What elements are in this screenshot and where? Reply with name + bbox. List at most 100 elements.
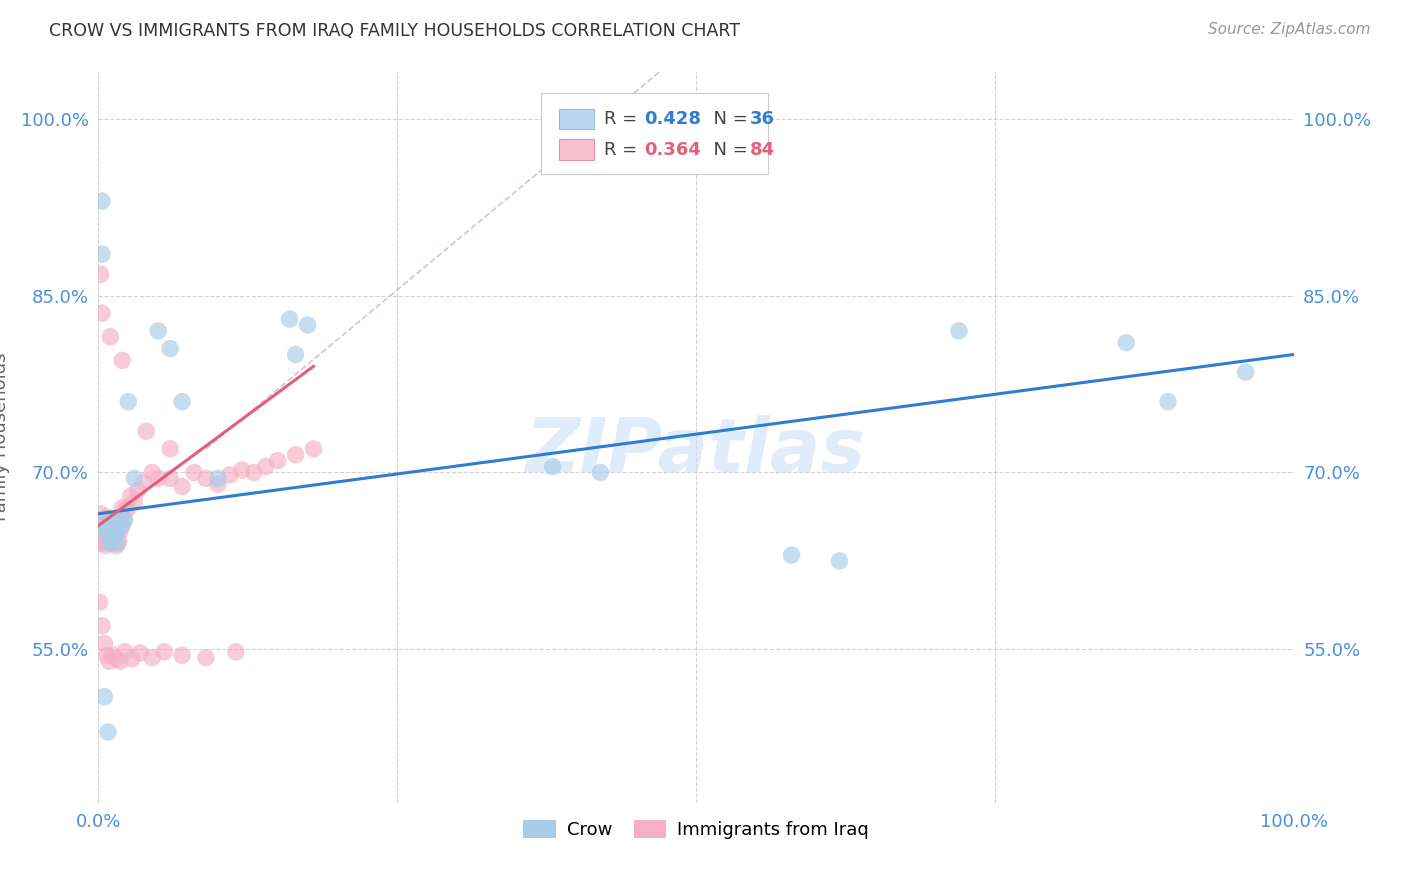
Point xyxy=(97,526,120,541)
Point xyxy=(96,648,118,663)
FancyBboxPatch shape xyxy=(541,94,768,174)
Point xyxy=(105,526,128,541)
Point xyxy=(112,513,135,527)
Point xyxy=(98,526,122,541)
Point xyxy=(93,533,115,548)
Point xyxy=(159,442,181,456)
Point xyxy=(94,517,117,532)
Point xyxy=(254,459,277,474)
Point xyxy=(297,318,319,332)
Point xyxy=(100,530,122,544)
Point xyxy=(284,347,307,361)
Point xyxy=(225,645,247,659)
Point xyxy=(107,533,129,548)
Point xyxy=(91,247,114,261)
Point xyxy=(124,471,146,485)
Point xyxy=(127,483,149,498)
Point xyxy=(100,518,122,533)
FancyBboxPatch shape xyxy=(558,139,595,160)
Point xyxy=(107,536,129,550)
Point xyxy=(105,526,128,541)
Point xyxy=(117,500,139,515)
Point xyxy=(89,513,111,527)
Point xyxy=(96,532,118,546)
Point xyxy=(101,524,124,539)
Point xyxy=(111,518,134,533)
Point xyxy=(91,524,114,539)
Text: 36: 36 xyxy=(749,110,775,128)
Point xyxy=(207,477,229,491)
Point xyxy=(159,342,181,356)
Point xyxy=(89,595,111,609)
Point xyxy=(91,530,114,544)
Legend: Crow, Immigrants from Iraq: Crow, Immigrants from Iraq xyxy=(516,813,876,847)
Point xyxy=(91,194,114,208)
Point xyxy=(541,459,564,474)
Point xyxy=(114,503,136,517)
Point xyxy=(195,471,218,485)
Point xyxy=(110,517,132,532)
Point xyxy=(101,533,124,548)
Point xyxy=(103,517,125,532)
Point xyxy=(172,394,194,409)
Text: R =: R = xyxy=(605,141,643,159)
Point xyxy=(195,650,218,665)
Point xyxy=(284,448,307,462)
Point xyxy=(93,518,115,533)
Point xyxy=(91,619,114,633)
Point xyxy=(267,453,290,467)
Point xyxy=(135,424,157,438)
Point xyxy=(97,515,120,529)
Point xyxy=(98,515,122,529)
Text: CROW VS IMMIGRANTS FROM IRAQ FAMILY HOUSEHOLDS CORRELATION CHART: CROW VS IMMIGRANTS FROM IRAQ FAMILY HOUS… xyxy=(49,22,740,40)
Point xyxy=(97,522,120,536)
Point xyxy=(141,466,163,480)
Point xyxy=(108,513,131,527)
Point xyxy=(96,518,118,533)
Point xyxy=(148,324,170,338)
Point xyxy=(948,324,970,338)
Point xyxy=(93,636,115,650)
FancyBboxPatch shape xyxy=(558,109,595,129)
Point xyxy=(120,489,142,503)
Point xyxy=(101,536,124,550)
Point xyxy=(121,652,143,666)
Point xyxy=(94,524,117,539)
Point xyxy=(100,526,122,541)
Point xyxy=(108,654,131,668)
Point xyxy=(172,480,194,494)
Point xyxy=(101,648,124,663)
Point xyxy=(93,522,115,536)
Y-axis label: Family Households: Family Households xyxy=(0,353,10,521)
Text: ZIPatlas: ZIPatlas xyxy=(526,415,866,488)
Point xyxy=(103,529,125,543)
Point xyxy=(828,554,851,568)
Point xyxy=(93,513,115,527)
Point xyxy=(108,524,131,539)
Point xyxy=(207,471,229,485)
Point xyxy=(1157,394,1180,409)
Point xyxy=(243,466,266,480)
Point xyxy=(780,548,803,562)
Point xyxy=(91,536,114,550)
Point xyxy=(91,306,114,320)
Text: 84: 84 xyxy=(749,141,775,159)
Point xyxy=(90,518,112,533)
Point xyxy=(231,463,253,477)
Point xyxy=(153,645,176,659)
Point xyxy=(132,475,155,489)
Point xyxy=(148,471,170,485)
Point xyxy=(89,536,111,550)
Point xyxy=(93,690,115,704)
Point xyxy=(90,530,112,544)
Point xyxy=(141,650,163,665)
Text: 0.428: 0.428 xyxy=(644,110,702,128)
Text: N =: N = xyxy=(702,141,754,159)
Point xyxy=(89,524,111,539)
Point xyxy=(104,513,127,527)
Point xyxy=(172,648,194,663)
Point xyxy=(1115,335,1137,350)
Point xyxy=(105,652,128,666)
Point xyxy=(96,522,118,536)
Point xyxy=(114,513,136,527)
